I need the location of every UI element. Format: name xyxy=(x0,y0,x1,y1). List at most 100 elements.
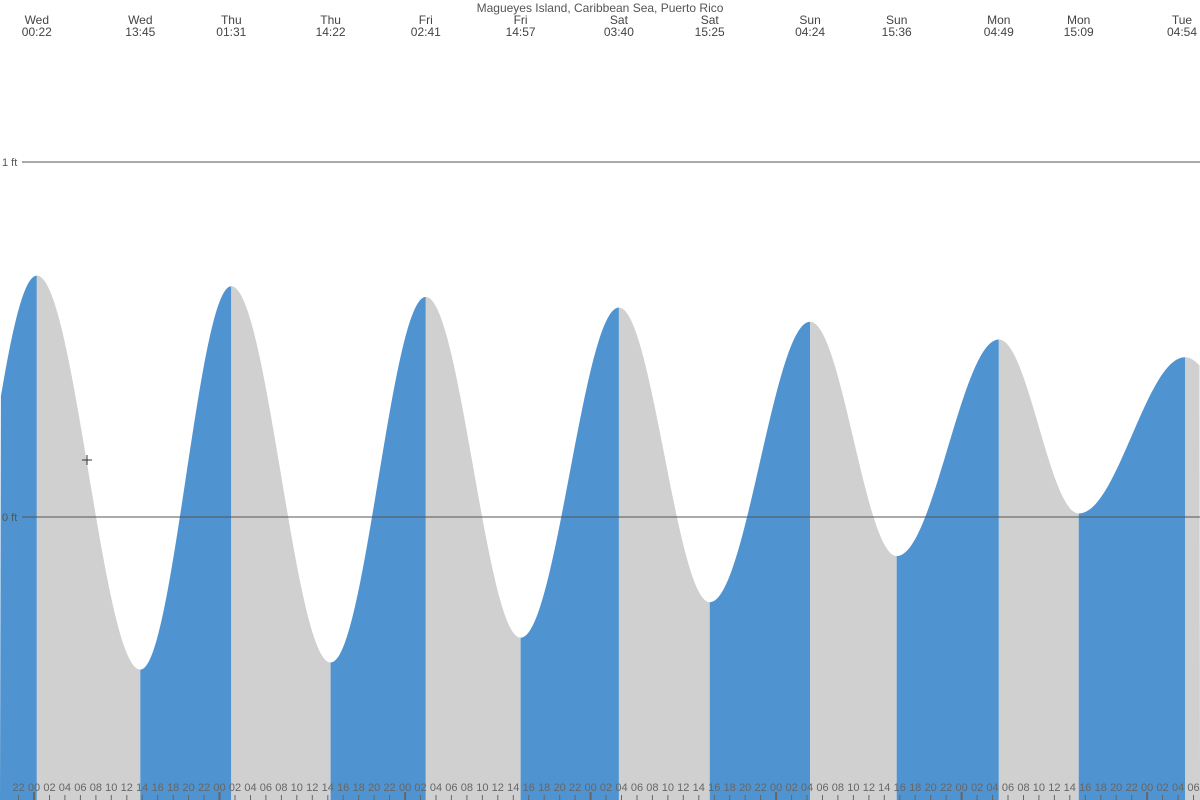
tide-event-day: Thu xyxy=(320,13,341,27)
hour-tick-label: 12 xyxy=(677,782,689,794)
tide-event-time: 00:22 xyxy=(22,25,52,39)
hour-tick-label: 08 xyxy=(832,782,844,794)
hour-tick-label: 06 xyxy=(1002,782,1014,794)
hour-tick-label: 12 xyxy=(492,782,504,794)
hour-tick-label: 14 xyxy=(693,782,705,794)
hour-tick-label: 22 xyxy=(940,782,952,794)
hour-tick-label: 06 xyxy=(631,782,643,794)
hour-tick-label: 06 xyxy=(445,782,457,794)
tide-event-day: Mon xyxy=(987,13,1010,27)
hour-tick-label: 22 xyxy=(754,782,766,794)
tide-event-day: Sat xyxy=(701,13,720,27)
hour-tick-label: 10 xyxy=(476,782,488,794)
hour-tick-label: 04 xyxy=(244,782,256,794)
hour-tick-label: 08 xyxy=(1017,782,1029,794)
tide-event-time: 13:45 xyxy=(125,25,155,39)
hour-tick-label: 02 xyxy=(600,782,612,794)
hour-tick-label: 20 xyxy=(739,782,751,794)
hour-tick-label: 00 xyxy=(1141,782,1153,794)
hour-tick-label: 02 xyxy=(43,782,55,794)
tide-event-time: 04:24 xyxy=(795,25,825,39)
hour-tick-label: 16 xyxy=(152,782,164,794)
tide-event-time: 15:36 xyxy=(882,25,912,39)
tide-segment-falling xyxy=(998,339,1079,800)
hour-tick-label: 16 xyxy=(894,782,906,794)
hour-axis: 22 00 02 04 06 08 10 12 14 16 18 20 22 00 02 04 06 08 10 12… xyxy=(12,782,1200,800)
tide-event-day: Sun xyxy=(886,13,907,27)
tide-event-day: Fri xyxy=(419,13,433,27)
hour-tick-label: 18 xyxy=(353,782,365,794)
hour-tick-label: 04 xyxy=(430,782,442,794)
tide-segment-rising xyxy=(1078,357,1186,800)
tide-event-time: 04:49 xyxy=(984,25,1014,39)
y-axis-label: 1 ft xyxy=(2,157,17,169)
hour-tick-label: 18 xyxy=(909,782,921,794)
hour-tick-label: 20 xyxy=(554,782,566,794)
tide-event-time: 03:40 xyxy=(604,25,634,39)
hour-tick-label: 06 xyxy=(74,782,86,794)
tide-event-time: 15:25 xyxy=(695,25,725,39)
hour-tick-label: 20 xyxy=(368,782,380,794)
hour-tick-label: 22 xyxy=(1126,782,1138,794)
tide-event-day: Wed xyxy=(128,13,152,27)
hour-tick-label: 02 xyxy=(971,782,983,794)
hour-tick-label: 04 xyxy=(1172,782,1184,794)
crosshair-cursor-icon xyxy=(82,455,92,465)
y-axis-label: 0 ft xyxy=(2,512,17,524)
hour-tick-label: 14 xyxy=(1064,782,1076,794)
hour-tick-label: 20 xyxy=(182,782,194,794)
tide-segment-rising xyxy=(0,275,37,800)
hour-tick-label: 02 xyxy=(414,782,426,794)
tide-event-day: Thu xyxy=(221,13,242,27)
hour-tick-label: 04 xyxy=(615,782,627,794)
hour-tick-label: 04 xyxy=(986,782,998,794)
tide-event-time: 15:09 xyxy=(1064,25,1094,39)
hour-tick-label: 08 xyxy=(90,782,102,794)
hour-tick-label: 22 xyxy=(12,782,24,794)
tide-segment-falling xyxy=(425,296,521,800)
hour-tick-label: 18 xyxy=(724,782,736,794)
tide-event-day: Wed xyxy=(25,13,49,27)
hour-tick-label: 12 xyxy=(1048,782,1060,794)
tide-event-time: 14:57 xyxy=(506,25,536,39)
hour-tick-label: 04 xyxy=(59,782,71,794)
hour-tick-label: 06 xyxy=(1187,782,1199,794)
hour-tick-label: 08 xyxy=(275,782,287,794)
hour-tick-label: 04 xyxy=(801,782,813,794)
hour-tick-label: 08 xyxy=(461,782,473,794)
hour-tick-label: 08 xyxy=(646,782,658,794)
hour-tick-label: 18 xyxy=(167,782,179,794)
tide-event-day: Tue xyxy=(1172,13,1193,27)
hour-tick-label: 22 xyxy=(569,782,581,794)
hour-tick-label: 00 xyxy=(28,782,40,794)
chart-title: Magueyes Island, Caribbean Sea, Puerto R… xyxy=(477,1,724,15)
hour-tick-label: 10 xyxy=(1033,782,1045,794)
hour-tick-label: 20 xyxy=(925,782,937,794)
hour-tick-label: 22 xyxy=(383,782,395,794)
hour-tick-label: 00 xyxy=(770,782,782,794)
tide-segment-rising xyxy=(140,286,232,800)
hour-tick-label: 16 xyxy=(1079,782,1091,794)
tide-segment-rising xyxy=(896,339,999,800)
hour-tick-label: 02 xyxy=(229,782,241,794)
tide-event-day: Sat xyxy=(610,13,629,27)
hour-tick-label: 16 xyxy=(337,782,349,794)
hour-tick-label: 14 xyxy=(136,782,148,794)
hour-tick-label: 02 xyxy=(1156,782,1168,794)
tide-segment-falling xyxy=(810,321,897,800)
hour-tick-label: 06 xyxy=(816,782,828,794)
hour-tick-label: 12 xyxy=(121,782,133,794)
tide-event-labels: Wed00:22Wed13:45Thu01:31Thu14:22Fri02:41… xyxy=(22,13,1198,39)
hour-tick-label: 10 xyxy=(291,782,303,794)
hour-tick-label: 00 xyxy=(955,782,967,794)
hour-tick-label: 02 xyxy=(785,782,797,794)
tide-segment-rising xyxy=(330,296,426,800)
hour-tick-label: 18 xyxy=(538,782,550,794)
hour-tick-label: 22 xyxy=(198,782,210,794)
tide-event-time: 02:41 xyxy=(411,25,441,39)
hour-tick-label: 16 xyxy=(523,782,535,794)
tide-segment-rising xyxy=(709,321,811,800)
hour-tick-label: 00 xyxy=(584,782,596,794)
hour-tick-label: 14 xyxy=(878,782,890,794)
hour-tick-label: 10 xyxy=(662,782,674,794)
